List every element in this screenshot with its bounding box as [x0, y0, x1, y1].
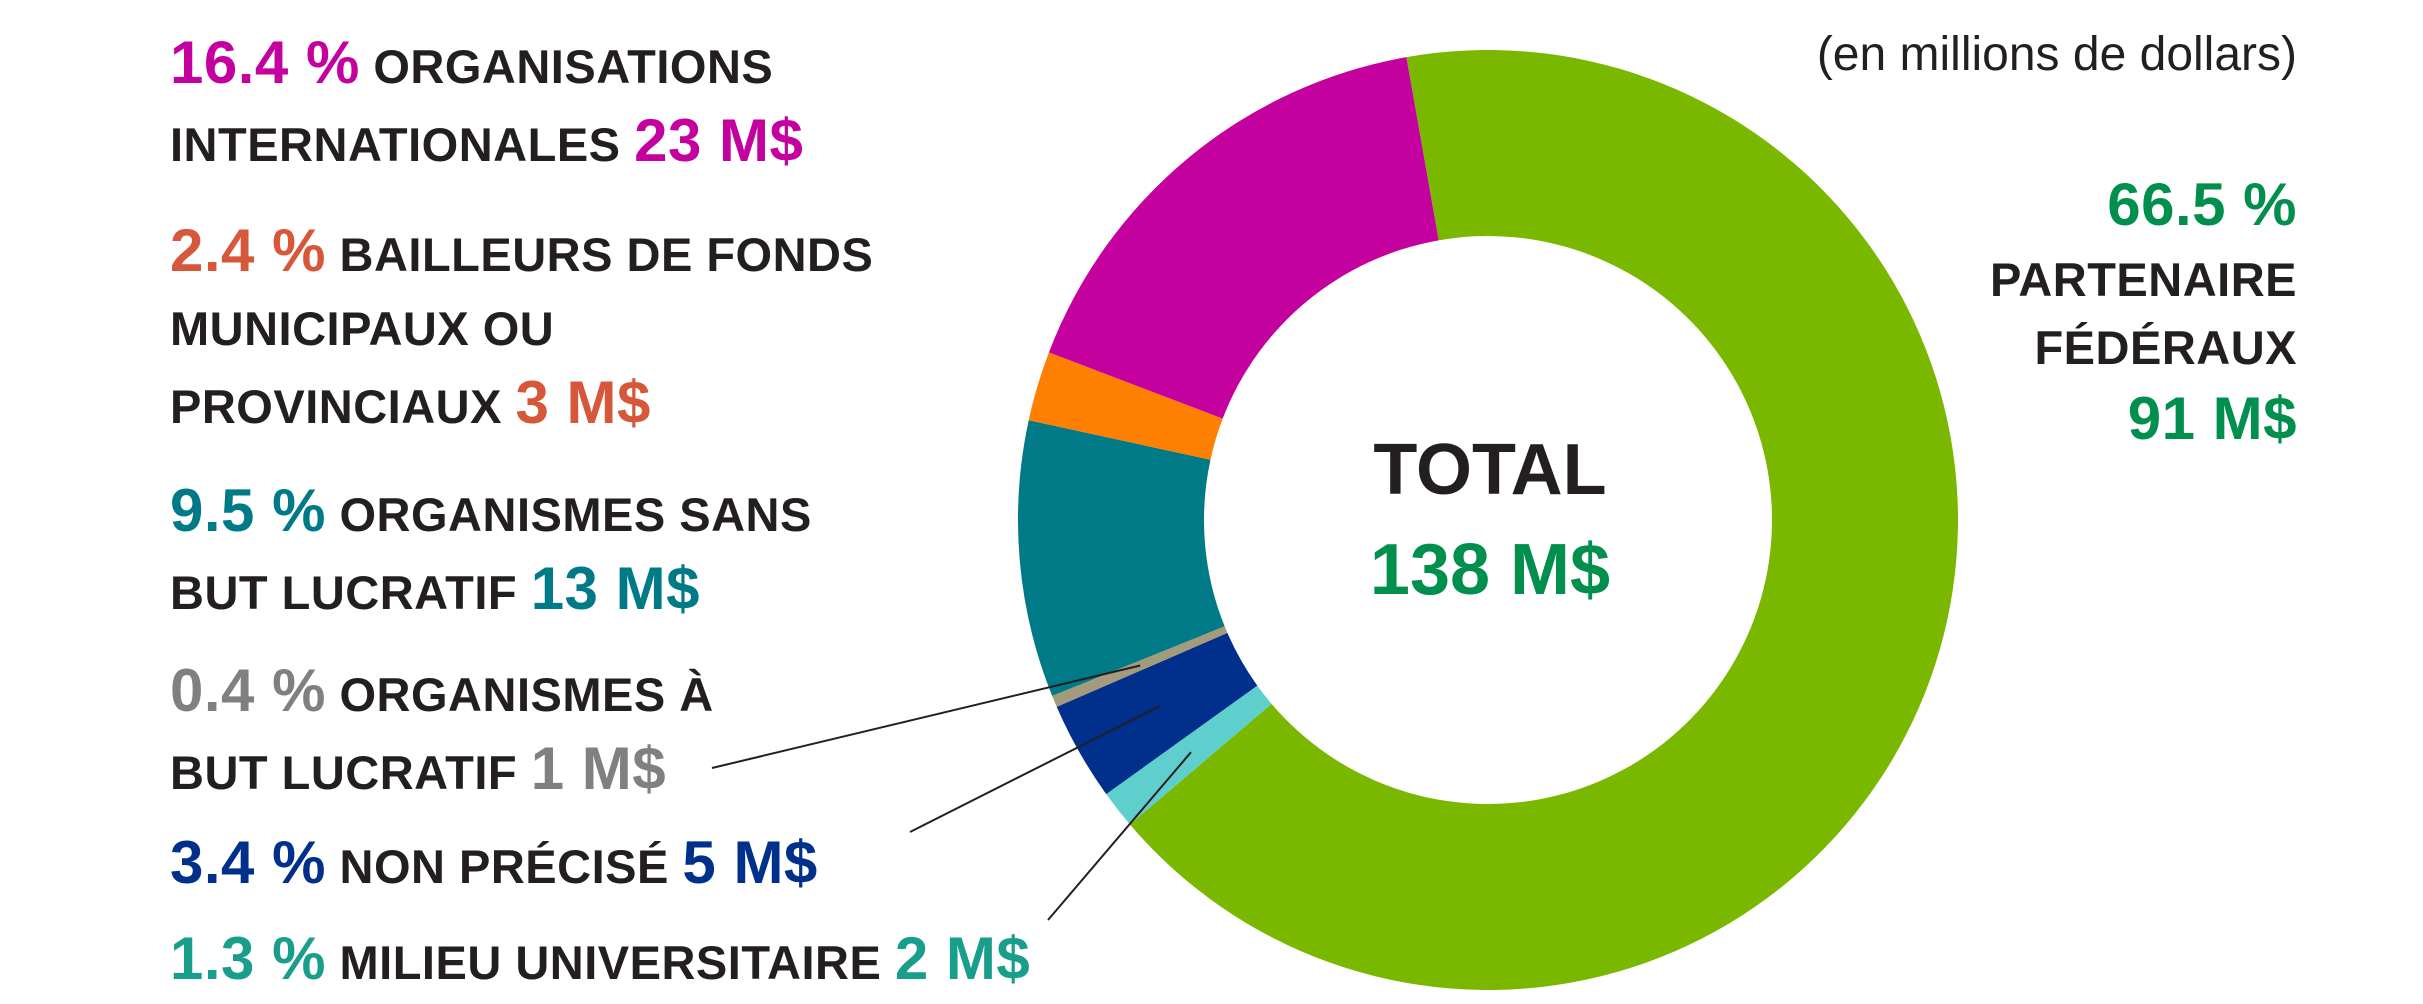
leader-line-unspecified: [909, 705, 1161, 833]
name-university-line1: MILIEU UNIVERSITAIRE: [339, 936, 882, 989]
name-international-line2: INTERNATIONALES: [170, 118, 621, 171]
leader-line-university: [1047, 751, 1192, 921]
label-municipal: 2.4 % BAILLEURS DE FONDS MUNICIPAUX OU P…: [170, 214, 873, 444]
name-municipal-line3: PROVINCIAUX: [170, 380, 502, 433]
label-university: 1.3 % MILIEU UNIVERSITAIRE 2 M$: [170, 922, 1030, 1000]
pct-unspecified: 3.4 %: [170, 829, 326, 896]
center-total-label: TOTAL: [1373, 430, 1607, 510]
name-nonprofit-line2: BUT LUCRATIF: [170, 566, 518, 619]
leader-lines: [711, 664, 1192, 921]
label-forprofit: 0.4 % ORGANISMES À BUT LUCRATIF 1 M$: [170, 654, 714, 810]
amount-municipal: 3 M$: [515, 369, 651, 436]
amount-unspecified: 5 M$: [682, 829, 818, 896]
slice-municipal: [1028, 352, 1223, 460]
pct-municipal: 2.4 %: [170, 217, 326, 284]
name-federal-line2: FÉDÉRAUX: [2034, 321, 2297, 374]
slice-nonprofit: [1018, 420, 1225, 696]
name-forprofit-line2: BUT LUCRATIF: [170, 746, 518, 799]
name-forprofit-line1: ORGANISMES À: [339, 668, 714, 721]
slice-unspecified: [1056, 632, 1258, 795]
pct-forprofit: 0.4 %: [170, 657, 326, 724]
pct-federal: 66.5 %: [2107, 171, 2297, 238]
name-municipal-line2: MUNICIPAUX OU: [170, 302, 555, 355]
amount-international: 23 M$: [634, 107, 804, 174]
name-nonprofit-line1: ORGANISMES SANS: [339, 488, 812, 541]
slice-federal: [1129, 49, 1959, 990]
pct-nonprofit: 9.5 %: [170, 477, 326, 544]
name-international-line1: ORGANISATIONS: [373, 40, 774, 93]
name-federal-line1: PARTENAIRE: [1989, 253, 2297, 306]
pct-university: 1.3 %: [170, 925, 326, 992]
donut-slices: [1018, 49, 1959, 990]
pct-international: 16.4 %: [170, 29, 360, 96]
label-international: 16.4 % ORGANISATIONS INTERNATIONALES 23 …: [170, 26, 803, 182]
label-unspecified: 3.4 % NON PRÉCISÉ 5 M$: [170, 826, 818, 904]
amount-forprofit: 1 M$: [530, 735, 667, 802]
name-municipal-line1: BAILLEURS DE FONDS: [339, 228, 874, 281]
label-federal: 66.5 % PARTENAIRE FÉDÉRAUX 91 M$: [1990, 168, 2297, 460]
name-unspecified-line1: NON PRÉCISÉ: [339, 840, 669, 893]
amount-nonprofit: 13 M$: [530, 555, 700, 622]
center-total-value: 138 M$: [1369, 530, 1611, 610]
amount-federal: 91 M$: [2127, 385, 2297, 452]
leader-line-forprofit: [711, 664, 1141, 769]
unit-note: (en millions de dollars): [1816, 28, 2297, 81]
slice-international: [1048, 57, 1439, 419]
label-nonprofit: 9.5 % ORGANISMES SANS BUT LUCRATIF 13 M$: [170, 474, 812, 630]
amount-university: 2 M$: [894, 925, 1031, 992]
